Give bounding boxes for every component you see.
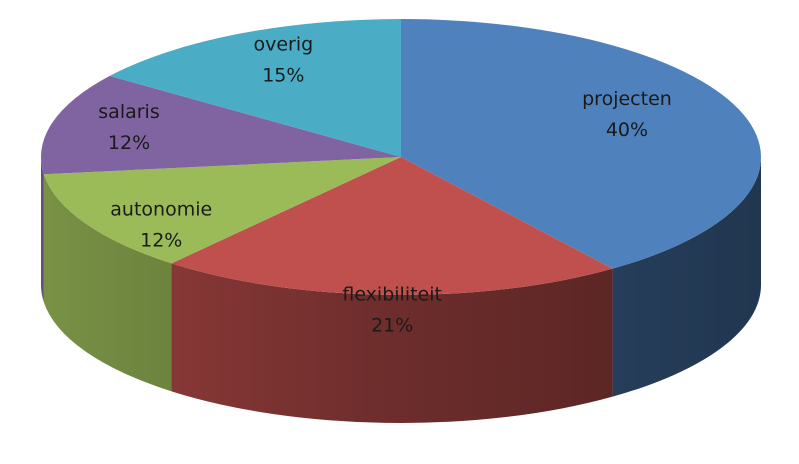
pie-slice-salaris <box>41 75 402 175</box>
pie-tops <box>41 19 761 295</box>
slice-label-flexibiliteit: flexibiliteit <box>342 284 442 306</box>
slice-labels: projecten 40% flexibiliteit 21% autonomie 12%… <box>98 33 672 336</box>
pie-side-autonomie <box>43 174 172 392</box>
pie-side-projecten <box>612 157 761 397</box>
slice-percent-autonomie: 12% <box>140 230 182 252</box>
slice-label-salaris: salaris <box>98 101 159 123</box>
slice-label-overig: overig <box>253 33 313 55</box>
pie-side-salaris <box>41 157 44 303</box>
pie-side-flexibiliteit <box>171 263 613 423</box>
slice-percent-projecten: 40% <box>606 119 648 141</box>
pie-slice-overig <box>109 19 401 157</box>
pie-slice-projecten <box>401 19 761 269</box>
slice-percent-flexibiliteit: 21% <box>371 315 413 337</box>
slice-label-projecten: projecten <box>582 88 672 110</box>
pie-sides <box>41 157 761 423</box>
pie-slice-flexibiliteit <box>171 157 613 295</box>
slice-percent-overig: 15% <box>262 64 304 86</box>
slice-percent-salaris: 12% <box>108 132 150 154</box>
pie-slice-autonomie <box>43 157 402 264</box>
slice-label-autonomie: autonomie <box>110 199 212 221</box>
